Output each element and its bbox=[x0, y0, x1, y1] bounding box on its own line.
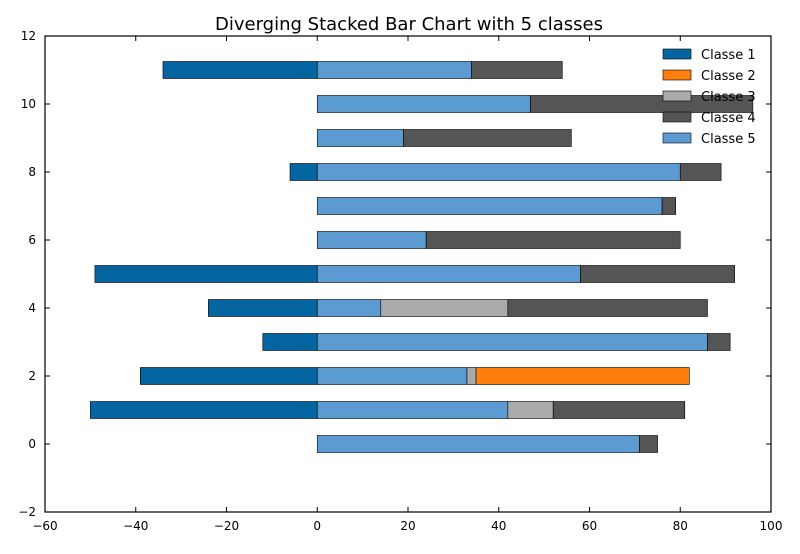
bar-classe-5-cat-10 bbox=[316, 95, 531, 113]
x-tick-label: 100 bbox=[760, 519, 783, 533]
bar-classe-3-cat-4 bbox=[380, 299, 509, 317]
y-tick-label: 4 bbox=[28, 301, 36, 315]
legend-swatch-classe-2 bbox=[662, 69, 692, 81]
bar-classe-4-cat-7 bbox=[661, 197, 677, 215]
legend: Classe 1 Classe 2 Classe 3 Classe 4 Classe 5 bbox=[662, 48, 756, 147]
y-tick-label: 6 bbox=[28, 233, 36, 247]
legend-label: Classe 3 bbox=[701, 90, 756, 105]
x-tick-label: −40 bbox=[123, 519, 148, 533]
bar-classe-1-cat-5 bbox=[94, 265, 318, 283]
bar-classe-5-cat-0 bbox=[316, 435, 640, 453]
x-tick-label: 40 bbox=[491, 519, 506, 533]
y-tick-label: 2 bbox=[28, 369, 36, 383]
bar-classe-5-cat-5 bbox=[316, 265, 581, 283]
bar-classe-5-cat-11 bbox=[316, 61, 472, 79]
legend-label: Classe 5 bbox=[701, 132, 756, 147]
bar-classe-3-cat-1 bbox=[507, 401, 554, 419]
legend-label: Classe 1 bbox=[701, 48, 756, 63]
x-tick-label: −20 bbox=[214, 519, 239, 533]
bar-classe-1-cat-8 bbox=[289, 163, 318, 181]
x-tick-label: 80 bbox=[673, 519, 688, 533]
bar-classe-4-cat-9 bbox=[403, 129, 572, 147]
legend-swatch-classe-5 bbox=[662, 132, 692, 144]
bar-classe-4-cat-11 bbox=[471, 61, 563, 79]
bar-classe-3-cat-2 bbox=[466, 367, 477, 385]
y-tick-label: 8 bbox=[28, 165, 36, 179]
bars-layer bbox=[90, 61, 754, 453]
bar-classe-4-cat-6 bbox=[425, 231, 681, 249]
chart-title: Diverging Stacked Bar Chart with 5 class… bbox=[215, 14, 603, 35]
bar-classe-4-cat-5 bbox=[580, 265, 735, 283]
bar-classe-4-cat-4 bbox=[507, 299, 708, 317]
bar-classe-5-cat-2 bbox=[316, 367, 468, 385]
x-tick-label: 60 bbox=[582, 519, 597, 533]
bar-classe-1-cat-2 bbox=[139, 367, 318, 385]
legend-swatch-classe-4 bbox=[662, 111, 692, 123]
bar-classe-4-cat-8 bbox=[679, 163, 722, 181]
bar-classe-5-cat-7 bbox=[316, 197, 663, 215]
bar-classe-5-cat-3 bbox=[316, 333, 708, 351]
legend-label: Classe 2 bbox=[701, 69, 756, 84]
bar-classe-4-cat-10 bbox=[530, 95, 754, 113]
y-tick-label: 12 bbox=[21, 29, 36, 43]
bar-classe-1-cat-1 bbox=[90, 401, 318, 419]
bar-classe-5-cat-9 bbox=[316, 129, 404, 147]
legend-label: Classe 4 bbox=[701, 111, 756, 126]
bar-classe-2-cat-2 bbox=[475, 367, 690, 385]
bar-classe-1-cat-11 bbox=[162, 61, 318, 79]
bar-classe-1-cat-3 bbox=[262, 333, 318, 351]
y-tick-label: 10 bbox=[21, 97, 36, 111]
bar-classe-5-cat-8 bbox=[316, 163, 681, 181]
legend-swatch-classe-1 bbox=[662, 48, 692, 60]
y-tick-label: 0 bbox=[28, 437, 36, 451]
bar-classe-4-cat-1 bbox=[552, 401, 686, 419]
y-tick-label: −2 bbox=[18, 505, 36, 519]
bar-classe-5-cat-4 bbox=[316, 299, 382, 317]
x-tick-label: −60 bbox=[32, 519, 57, 533]
bar-classe-4-cat-0 bbox=[639, 435, 658, 453]
x-tick-label: 20 bbox=[400, 519, 415, 533]
bar-classe-5-cat-6 bbox=[316, 231, 427, 249]
bar-classe-5-cat-1 bbox=[316, 401, 509, 419]
bar-classe-1-cat-4 bbox=[208, 299, 318, 317]
bar-classe-4-cat-3 bbox=[707, 333, 731, 351]
legend-swatch-classe-3 bbox=[662, 90, 692, 102]
x-tick-label: 0 bbox=[313, 519, 321, 533]
